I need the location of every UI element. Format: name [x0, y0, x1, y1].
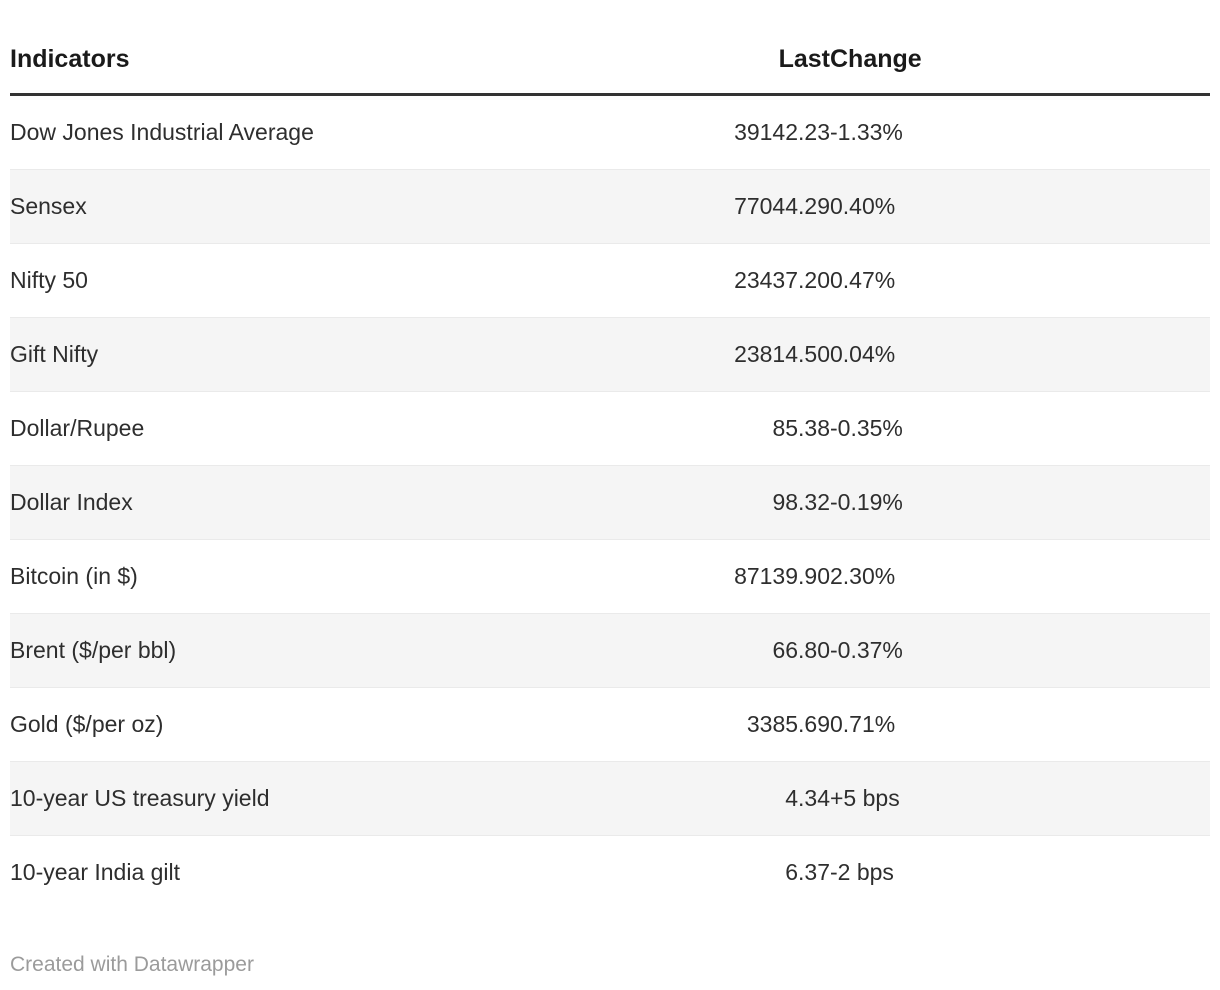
datawrapper-attribution-link[interactable]: Created with Datawrapper — [10, 953, 254, 976]
table-row-bitcoin: Bitcoin (in $) 87139.90 2.30% — [10, 539, 1210, 614]
indicator-name-cell: Brent ($/per bbl) — [10, 613, 710, 688]
last-value-cell: 39142.23 — [710, 94, 830, 170]
table-row-brent: Brent ($/per bbl) 66.80 -0.37% — [10, 613, 1210, 688]
indicator-name-cell: Gift Nifty — [10, 317, 710, 392]
indicator-name-cell: Dow Jones Industrial Average — [10, 94, 710, 170]
indicator-name-cell: Nifty 50 — [10, 243, 710, 318]
table-row-dollar-index: Dollar Index 98.32 -0.19% — [10, 465, 1210, 540]
last-value-cell: 4.34 — [710, 761, 830, 836]
table-row-dollar-rupee: Dollar/Rupee 85.38 -0.35% — [10, 391, 1210, 466]
table-row-us-treasury-yield: 10-year US treasury yield 4.34 +5 bps — [10, 761, 1210, 836]
table-row-gold: Gold ($/per oz) 3385.69 0.71% — [10, 687, 1210, 762]
change-value-cell: -1.33% — [830, 94, 1210, 170]
column-header-change: Change — [830, 14, 1210, 96]
change-value-cell: 0.04% — [830, 317, 1210, 392]
indicator-name-cell: Bitcoin (in $) — [10, 539, 710, 614]
table-row-gift-nifty: Gift Nifty 23814.50 0.04% — [10, 317, 1210, 392]
table-row-india-gilt: 10-year India gilt 6.37 -2 bps — [10, 836, 1210, 910]
table-body: Dow Jones Industrial Average 39142.23 -1… — [10, 94, 1210, 910]
last-value-cell: 66.80 — [710, 613, 830, 688]
indicator-name-cell: Sensex — [10, 169, 710, 244]
indicator-name-cell: Dollar/Rupee — [10, 391, 710, 466]
last-value-cell: 23814.50 — [710, 317, 830, 392]
last-value-cell: 77044.29 — [710, 169, 830, 244]
change-value-cell: -0.37% — [830, 613, 1210, 688]
last-value-cell: 98.32 — [710, 465, 830, 540]
table-row-nifty-50: Nifty 50 23437.20 0.47% — [10, 243, 1210, 318]
header-row: Indicators Last Change — [10, 14, 1210, 96]
indicators-table: Indicators Last Change Dow Jones Industr… — [10, 14, 1210, 909]
table-header: Indicators Last Change — [10, 14, 1210, 96]
column-header-last: Last — [710, 14, 830, 96]
last-value-cell: 6.37 — [785, 859, 830, 885]
column-header-indicators: Indicators — [10, 14, 710, 96]
change-value-cell: 0.71% — [830, 687, 1210, 762]
attribution-footer: Created with Datawrapper — [10, 952, 1210, 977]
last-value-cell: 87139.90 — [710, 539, 830, 614]
last-value-cell: 85.38 — [710, 391, 830, 466]
indicator-name-cell: 10-year US treasury yield — [10, 761, 710, 836]
change-value-cell: -2 bps — [830, 859, 894, 885]
table-row-sensex: Sensex 77044.29 0.40% — [10, 169, 1210, 244]
change-value-cell: 0.40% — [830, 169, 1210, 244]
indicator-name-cell: 10-year India gilt — [10, 859, 181, 885]
change-value-cell: 2.30% — [830, 539, 1210, 614]
change-value-cell: +5 bps — [830, 761, 1210, 836]
last-value-cell: 3385.69 — [710, 687, 830, 762]
last-value-cell: 23437.20 — [710, 243, 830, 318]
indicator-name-cell: Dollar Index — [10, 465, 710, 540]
change-value-cell: -0.35% — [830, 391, 1210, 466]
change-value-cell: 0.47% — [830, 243, 1210, 318]
indicator-name-cell: Gold ($/per oz) — [10, 687, 710, 762]
change-value-cell: -0.19% — [830, 465, 1210, 540]
table-row-dow-jones: Dow Jones Industrial Average 39142.23 -1… — [10, 94, 1210, 170]
